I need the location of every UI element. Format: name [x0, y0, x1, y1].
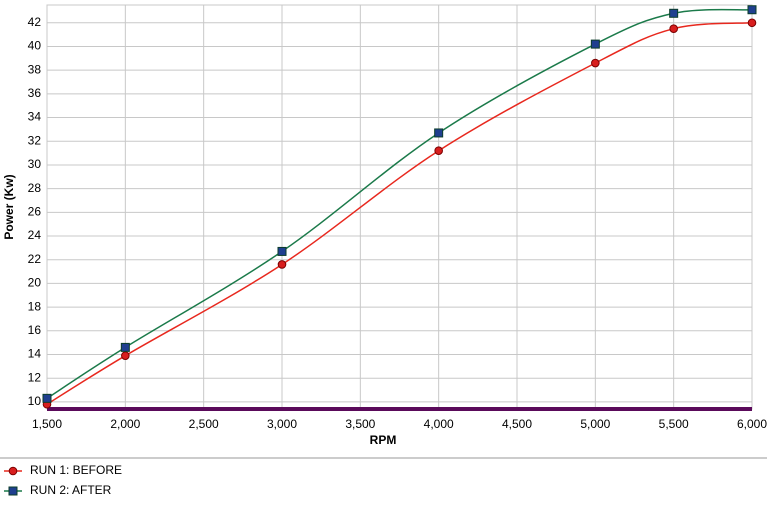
y-tick-label: 40	[28, 39, 42, 53]
legend-label: RUN 2: AFTER	[30, 483, 112, 497]
marker	[669, 24, 678, 33]
x-tick-label: 4,000	[424, 417, 454, 431]
x-tick-label: 3,000	[267, 417, 297, 431]
marker	[669, 8, 679, 18]
marker	[8, 466, 18, 476]
y-tick-label: 18	[28, 299, 42, 313]
x-tick-label: 6,000	[737, 417, 767, 431]
marker	[591, 58, 600, 68]
y-axis-label: Power (Kw)	[2, 174, 16, 239]
x-tick-label: 1,500	[32, 417, 62, 431]
legend-item: RUN 2: AFTER	[4, 483, 112, 497]
y-tick-label: 14	[28, 347, 42, 361]
x-tick-label: 3,500	[345, 417, 375, 431]
y-tick-label: 36	[28, 86, 42, 100]
marker	[277, 260, 287, 269]
x-tick-label: 5,500	[659, 417, 689, 431]
marker	[747, 5, 757, 15]
marker	[277, 246, 287, 256]
marker	[747, 18, 757, 28]
x-tick-label: 2,000	[110, 417, 140, 431]
marker	[590, 39, 600, 49]
y-tick-label: 22	[28, 252, 42, 266]
y-tick-label: 38	[28, 62, 42, 76]
series-line	[46, 22, 753, 405]
marker	[434, 146, 443, 156]
legend-label: RUN 1: BEFORE	[30, 463, 122, 477]
marker	[42, 393, 52, 403]
marker	[120, 342, 130, 352]
y-tick-label: 28	[28, 181, 42, 195]
y-tick-label: 30	[28, 157, 42, 171]
y-tick-label: 10	[28, 394, 42, 408]
y-tick-label: 12	[28, 370, 42, 384]
x-tick-label: 5,000	[580, 417, 610, 431]
y-tick-label: 34	[28, 110, 42, 124]
legend-item: RUN 1: BEFORE	[4, 463, 122, 477]
y-tick-label: 16	[28, 323, 42, 337]
x-tick-label: 4,500	[502, 417, 532, 431]
grid	[46, 4, 753, 410]
x-tick-label: 2,500	[189, 417, 219, 431]
x-axis-label: RPM	[370, 433, 397, 447]
marker	[8, 486, 18, 496]
series-line	[46, 8, 753, 399]
y-tick-label: 26	[28, 205, 42, 219]
marker	[434, 128, 444, 138]
y-tick-label: 42	[28, 15, 42, 29]
y-tick-label: 32	[28, 133, 42, 147]
y-tick-label: 24	[28, 228, 42, 242]
marker	[121, 351, 130, 360]
y-tick-label: 20	[28, 276, 42, 290]
